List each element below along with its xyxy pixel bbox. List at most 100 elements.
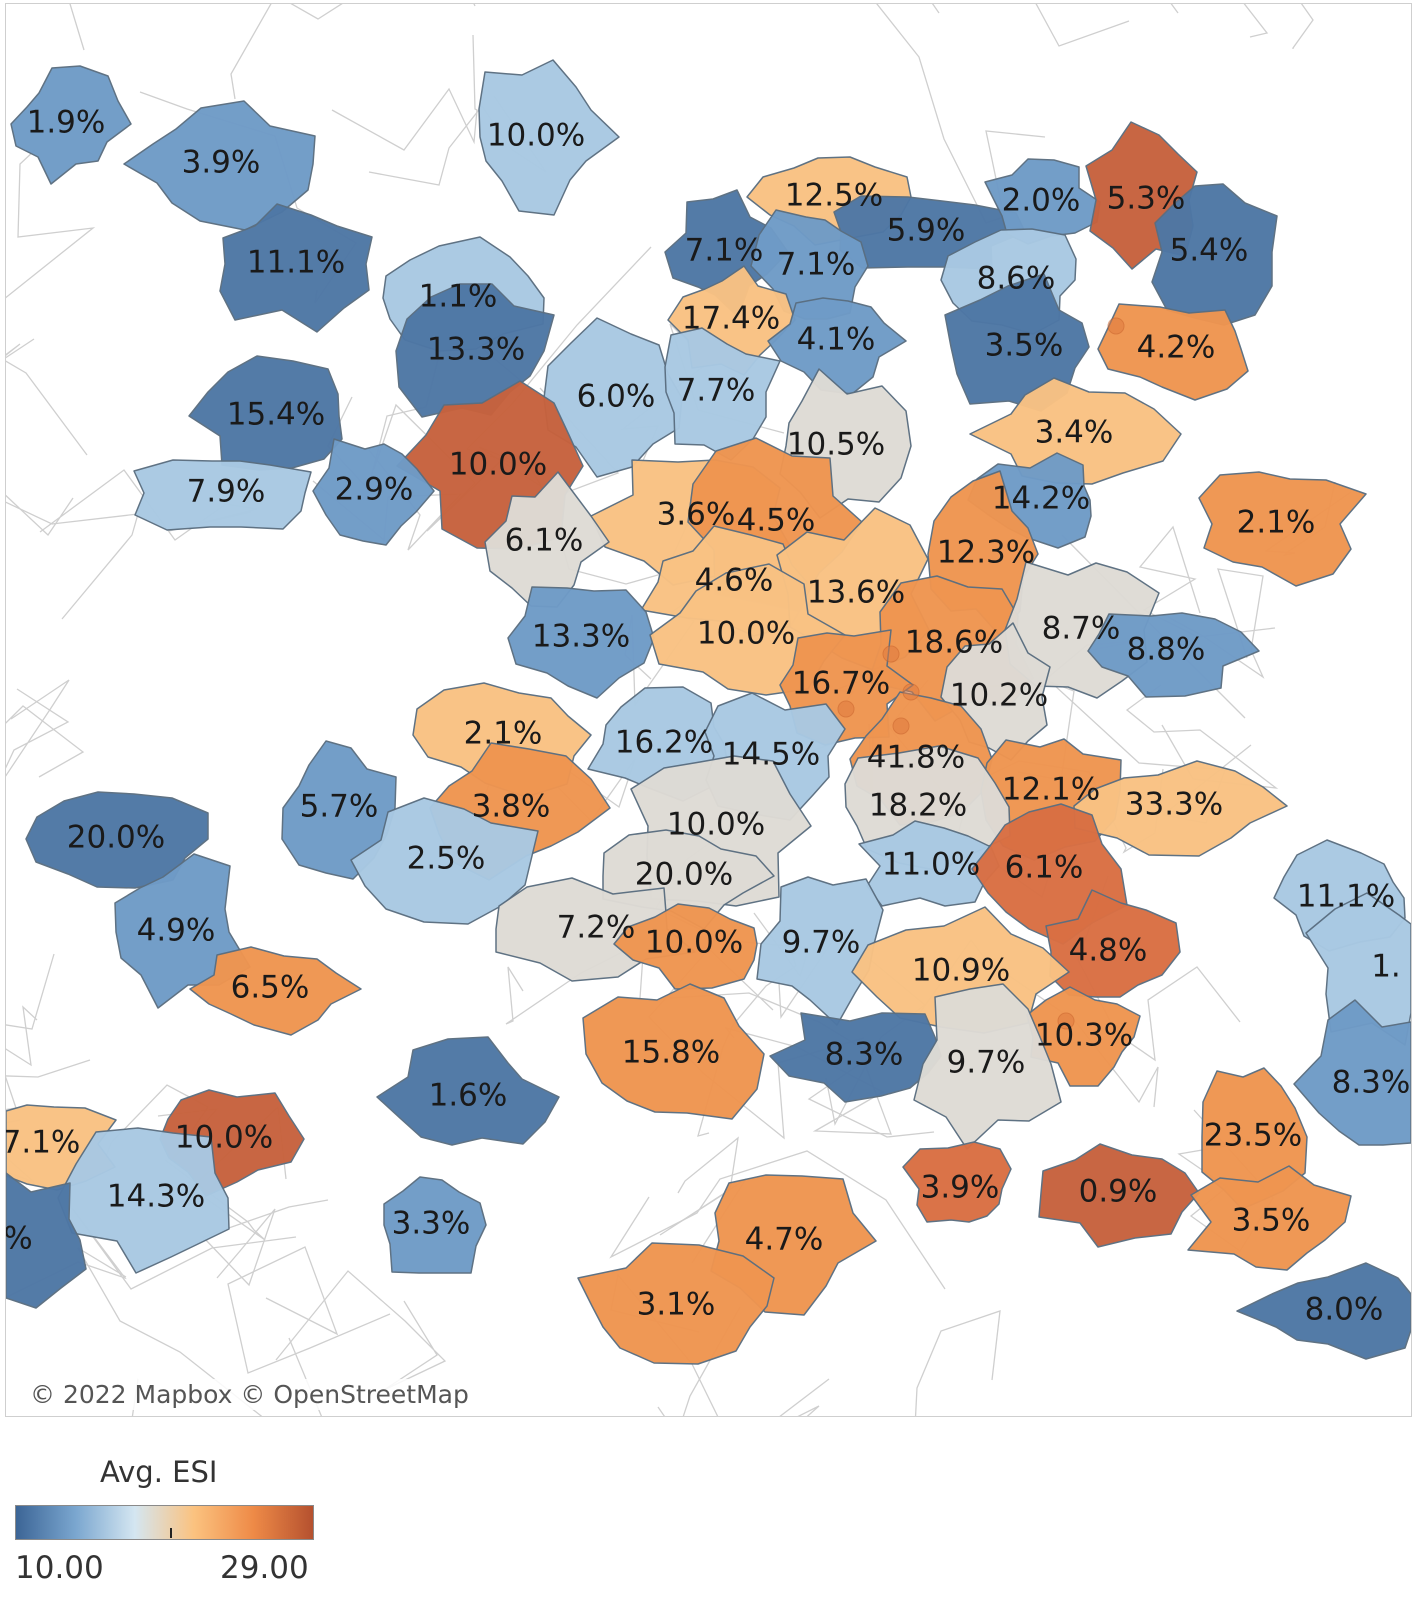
region-label: 17.4% — [682, 301, 780, 337]
region-label: 15.8% — [622, 1035, 720, 1071]
region-mid_blue[interactable] — [1293, 999, 1411, 1146]
region-light_blue[interactable] — [478, 59, 620, 216]
region-mid_blue[interactable] — [984, 158, 1101, 245]
region-dark_blue[interactable] — [1151, 183, 1278, 326]
region-orange[interactable] — [582, 983, 765, 1120]
region-label: 6.5% — [231, 970, 310, 1006]
region-label: 4.2% — [1137, 330, 1216, 366]
legend-midpoint-tick — [170, 1528, 172, 1538]
legend-min-label: 10.00 — [15, 1550, 104, 1586]
background-boundary-line — [201, 1199, 329, 1287]
region-dark_orange[interactable] — [902, 1141, 1012, 1223]
region-label: % — [6, 1221, 33, 1257]
map-attribution[interactable]: © 2022 Mapbox © OpenStreetMap — [24, 1379, 475, 1410]
region-rust[interactable] — [1038, 1143, 1200, 1248]
region-label: 15.4% — [227, 397, 325, 433]
region-label: 10.9% — [912, 953, 1010, 989]
region-mid_blue[interactable] — [10, 65, 132, 185]
region-label: 2.1% — [464, 716, 543, 752]
region-label: 4.6% — [695, 563, 774, 599]
region-label: 0.9% — [1079, 1174, 1158, 1210]
region-label: 3.9% — [921, 1170, 1000, 1206]
region-mid_blue[interactable] — [1087, 612, 1260, 698]
region-mid_blue[interactable] — [507, 586, 655, 699]
region-orange[interactable] — [613, 903, 758, 990]
region-light_blue[interactable] — [133, 459, 312, 531]
background-boundary-line — [6, 953, 55, 1111]
region-neutral[interactable] — [913, 983, 1062, 1150]
region-light_orange[interactable] — [1073, 760, 1288, 857]
region-label: 7.9% — [187, 474, 266, 510]
region-label: 4.5% — [737, 503, 816, 539]
region-label: 11.1% — [247, 245, 345, 281]
region-mid_blue[interactable] — [767, 297, 907, 395]
background-boundary-line — [609, 1150, 946, 1290]
region-orange[interactable] — [1198, 471, 1367, 587]
region-label: 4.1% — [797, 322, 876, 358]
region-label: 8.6% — [977, 261, 1056, 297]
region-label: 6.1% — [1005, 850, 1084, 886]
background-boundary-line — [6, 1005, 91, 1078]
region-dark_blue[interactable] — [6, 1172, 87, 1309]
region-label: 8.3% — [825, 1037, 904, 1073]
region-dark_blue[interactable] — [188, 355, 343, 471]
region-label: 1.1% — [419, 279, 498, 315]
region-orange[interactable] — [577, 1242, 775, 1365]
region-label: 1.9% — [27, 105, 106, 141]
background-boundary-line — [230, 4, 476, 100]
region-orange[interactable] — [189, 946, 362, 1036]
region-label: 7.1% — [6, 1125, 80, 1161]
region-label: 14.5% — [722, 737, 820, 773]
region-label: 12.1% — [1002, 772, 1100, 808]
region-orange[interactable] — [1187, 1165, 1352, 1271]
region-label: 10.0% — [449, 447, 547, 483]
region-label: 3.4% — [1035, 415, 1114, 451]
choropleth-map[interactable]: 1.9% 3.9% 10.0% 11.1% 12.5% 5.9% 2.0% 5.3% 5.4% 7… — [5, 3, 1412, 1417]
background-boundary-line — [227, 1246, 391, 1374]
background-boundary-line — [331, 34, 478, 151]
region-orange[interactable] — [1097, 303, 1249, 401]
location-marker — [892, 717, 910, 735]
region-label: 10.0% — [697, 616, 795, 652]
region-dark_blue[interactable] — [1236, 1262, 1411, 1360]
region-mid_blue[interactable] — [312, 438, 435, 546]
region-label: 3.5% — [1232, 1203, 1311, 1239]
legend-title: Avg. ESI — [100, 1455, 218, 1489]
region-label: 7.7% — [677, 373, 756, 409]
region-layer[interactable] — [6, 59, 1411, 1365]
location-marker — [1057, 1012, 1075, 1030]
region-label: 7.1% — [777, 247, 856, 283]
map-canvas[interactable]: 1.9% 3.9% 10.0% 11.1% 12.5%5.9% 2.0% 5.3% 5.4% 7… — [6, 4, 1411, 1416]
region-label: 14.3% — [107, 1179, 205, 1215]
region-label: 7.1% — [685, 233, 764, 269]
region-label: 3.3% — [392, 1206, 471, 1242]
region-label: 10.2% — [950, 678, 1048, 714]
region-mid_blue[interactable] — [383, 1176, 487, 1274]
region-dark_blue[interactable] — [219, 203, 373, 333]
region-dark_blue[interactable] — [376, 1036, 560, 1146]
region-label: 16.7% — [792, 666, 890, 702]
region-dark_orange[interactable] — [1045, 889, 1181, 998]
region-label: 10.0% — [487, 118, 585, 154]
region-dark_blue[interactable] — [769, 1012, 942, 1103]
region-label: 18.2% — [869, 788, 967, 824]
region-label: 1.6% — [429, 1078, 508, 1114]
region-light_orange[interactable] — [969, 377, 1182, 485]
location-marker — [902, 683, 920, 701]
region-label: 2.5% — [407, 841, 486, 877]
region-label: 10.0% — [175, 1120, 273, 1156]
region-light_blue[interactable] — [858, 820, 1000, 907]
region-light_blue[interactable] — [756, 876, 884, 1026]
background-boundary-line — [682, 1306, 830, 1416]
label-layer: 1.9% 3.9% 10.0% 11.1% 12.5%5.9% 2.0% 5.3% 5.4% 7… — [6, 105, 1410, 1328]
region-label: 7.2% — [557, 910, 636, 946]
region-label: 20.0% — [635, 857, 733, 893]
region-light_blue[interactable] — [350, 797, 539, 925]
region-label: 3.9% — [182, 145, 261, 181]
region-label: 41.8% — [867, 740, 965, 776]
region-label: 3.5% — [985, 328, 1064, 364]
region-label: 3.1% — [637, 1287, 716, 1323]
region-label: 5.9% — [887, 213, 966, 249]
background-boundary-line — [6, 149, 96, 299]
background-boundary-line — [275, 1270, 447, 1391]
